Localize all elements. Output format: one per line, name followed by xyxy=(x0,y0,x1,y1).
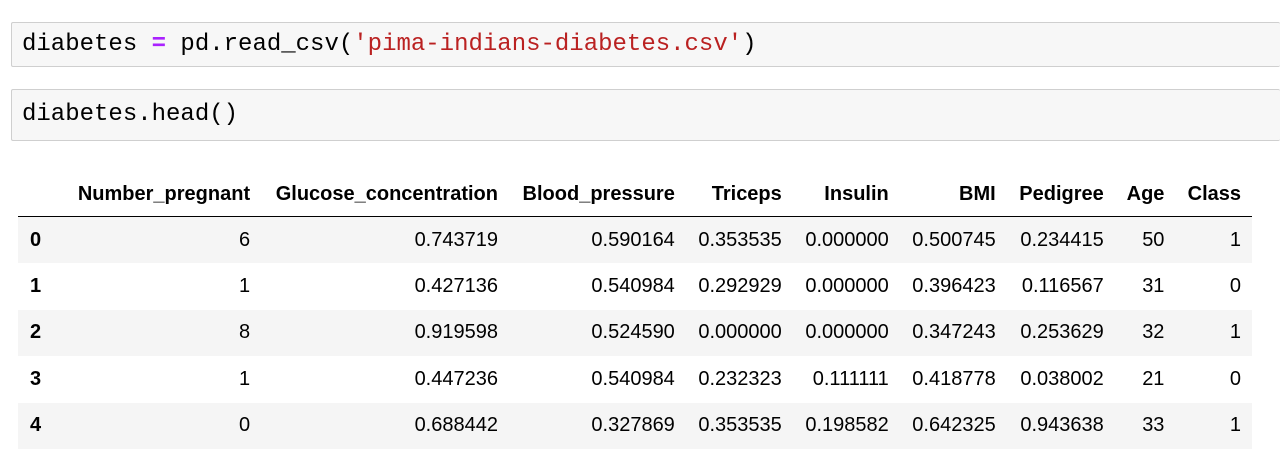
table-cell: 0.540984 xyxy=(591,367,675,390)
cell-1-tok-3: 'pima-indians-diabetes.csv' xyxy=(353,31,743,58)
table-cell: 1 xyxy=(1229,228,1241,251)
row-index: 3 xyxy=(30,367,42,390)
column-header: Age xyxy=(1114,172,1176,217)
table-cell: 0.353535 xyxy=(698,414,782,437)
dataframe-output-table: Number_pregnant Glucose_concentration Bl… xyxy=(18,172,1252,449)
table-cell: 0.540984 xyxy=(591,274,675,297)
table-cell: 21 xyxy=(1142,367,1165,390)
table-cell: 0.000000 xyxy=(805,228,889,251)
cell-1-tok-0: diabetes xyxy=(22,31,152,58)
table-cell: 0.447236 xyxy=(414,367,498,390)
table-row: 3 1 0.447236 0.540984 0.232323 0.111111 … xyxy=(18,356,1252,403)
column-header: BMI xyxy=(899,172,1007,217)
table-cell: 0.232323 xyxy=(698,367,782,390)
table-cell: 0 xyxy=(1229,367,1241,390)
table-cell: 0.353535 xyxy=(698,228,782,251)
table-cell: 0.943638 xyxy=(1020,414,1104,437)
table-cell: 0.427136 xyxy=(414,274,498,297)
table-cell: 0.524590 xyxy=(591,321,675,344)
table-cell: 0 xyxy=(1229,274,1241,297)
table-row: 4 0 0.688442 0.327869 0.353535 0.198582 … xyxy=(18,402,1252,449)
table-cell: 8 xyxy=(238,321,251,344)
table-cell: 0.642325 xyxy=(912,414,996,437)
table-cell: 0.116567 xyxy=(1021,274,1104,297)
table-cell: 0.919598 xyxy=(414,321,498,344)
row-index: 2 xyxy=(30,321,42,344)
column-header: Triceps xyxy=(685,172,793,217)
cell-1-tok-4: ) xyxy=(742,31,757,58)
column-header: Number_pregnant xyxy=(64,172,262,217)
table-header-row: Number_pregnant Glucose_concentration Bl… xyxy=(18,172,1252,217)
table-cell: 0.500745 xyxy=(912,228,996,251)
table-cell: 0.292929 xyxy=(698,274,782,297)
table-cell: 0.111111 xyxy=(812,367,889,390)
table-cell: 0.396423 xyxy=(912,274,996,297)
row-index: 4 xyxy=(30,414,42,437)
column-header: Class xyxy=(1175,172,1252,217)
index-header xyxy=(18,172,64,217)
code-cell-head[interactable]: diabetes.head() xyxy=(11,89,1280,141)
table-row: 0 6 0.743719 0.590164 0.353535 0.000000 … xyxy=(18,216,1252,263)
table-row: 1 1 0.427136 0.540984 0.292929 0.000000 … xyxy=(18,263,1252,310)
table-cell: 32 xyxy=(1142,321,1165,344)
code-cell-read-csv[interactable]: diabetes = pd.read_csv('pima-indians-dia… xyxy=(11,22,1280,67)
table-cell: 0.038002 xyxy=(1020,367,1104,390)
table-cell: 1 xyxy=(1229,414,1241,437)
table-cell: 0.000000 xyxy=(805,274,889,297)
column-header: Glucose_concentration xyxy=(261,172,509,217)
table-cell: 6 xyxy=(238,228,251,251)
cell-2-tok-0: diabetes.head() xyxy=(22,101,239,128)
table-cell: 1 xyxy=(238,367,251,390)
table-cell: 50 xyxy=(1142,228,1165,251)
table-cell: 0.198582 xyxy=(805,414,889,437)
table-cell: 0.327869 xyxy=(591,414,675,437)
table-cell: 0.743719 xyxy=(414,228,498,251)
column-header: Blood_pressure xyxy=(508,172,686,217)
row-index: 0 xyxy=(30,228,42,251)
table-cell: 1 xyxy=(238,274,251,297)
table-cell: 0.688442 xyxy=(414,414,498,437)
table-cell: 0.590164 xyxy=(591,228,675,251)
cell-1-tok-1: = xyxy=(151,31,167,58)
table-cell: 0.234415 xyxy=(1020,228,1104,251)
table-cell: 0.000000 xyxy=(805,321,889,344)
table-row: 2 8 0.919598 0.524590 0.000000 0.000000 … xyxy=(18,309,1252,356)
table-cell: 0.418778 xyxy=(912,367,996,390)
table-cell: 1 xyxy=(1229,321,1241,344)
table-cell: 0.000000 xyxy=(698,321,782,344)
table-cell: 33 xyxy=(1142,414,1165,437)
table-cell: 0 xyxy=(238,414,251,437)
table-cell: 0.253629 xyxy=(1020,321,1104,344)
cell-1-tok-2: pd.read_csv( xyxy=(166,31,354,58)
row-index: 1 xyxy=(30,274,42,297)
table-cell: 31 xyxy=(1142,274,1165,297)
column-header: Insulin xyxy=(792,172,900,217)
column-header: Pedigree xyxy=(1006,172,1115,217)
table-cell: 0.347243 xyxy=(912,321,996,344)
